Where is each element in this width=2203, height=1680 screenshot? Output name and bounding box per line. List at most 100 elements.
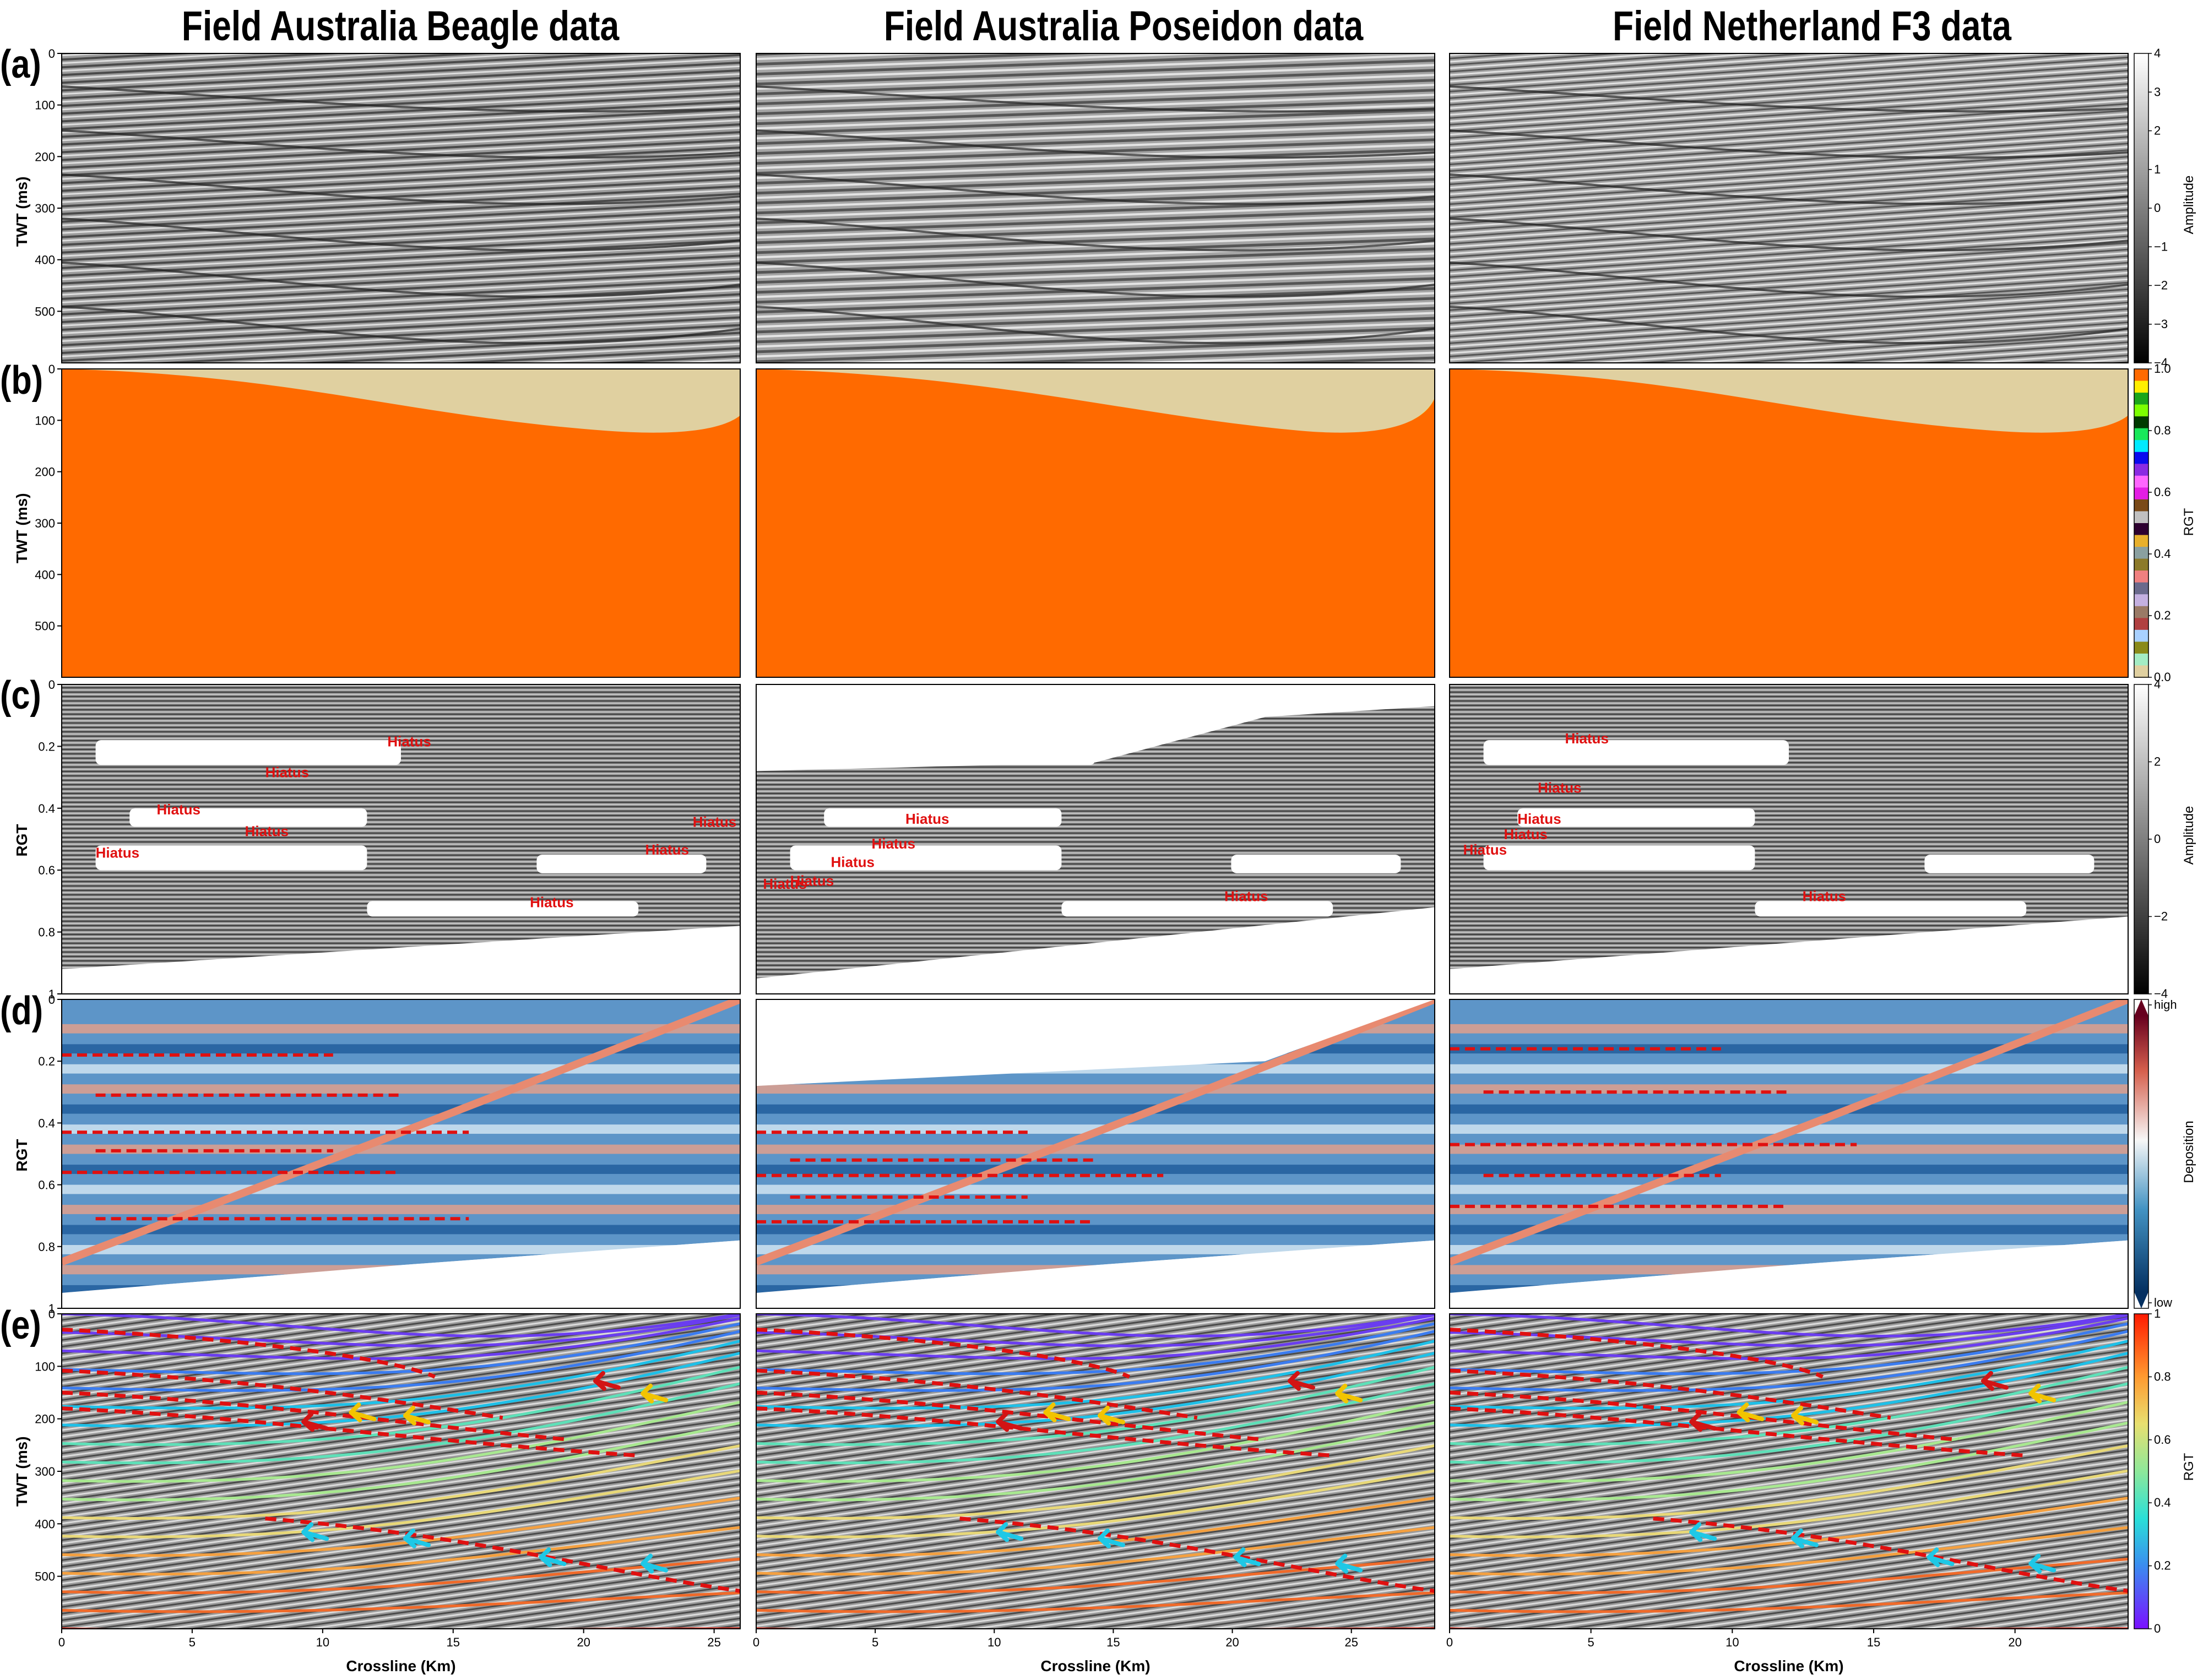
onlap-arrow [996, 1522, 1024, 1542]
y-tick-label: 100 [35, 414, 55, 427]
unconformity-boundary [1653, 1516, 2129, 1593]
colorbar-tick-label: 0.8 [2154, 423, 2171, 437]
panel-frame [756, 999, 1435, 1309]
colorbar-tick-label: high [2154, 998, 2177, 1012]
colorbar-swatch [2134, 547, 2148, 559]
deposition-band [62, 1184, 740, 1194]
hiatus-gap [1924, 855, 2095, 873]
onlap-arrow [1927, 1547, 1955, 1568]
colorbar-tick-label: −4 [2154, 987, 2168, 1001]
horizon-line [756, 1351, 1435, 1428]
y-tick-label: 100 [35, 99, 55, 112]
reflector [62, 173, 740, 205]
hiatus-gap [536, 855, 707, 873]
horizon-line [1450, 1382, 2128, 1465]
colorbar-swatch [2134, 428, 2148, 441]
colorbar-swatch [2134, 653, 2148, 666]
panels-layer [62, 53, 2128, 1629]
deposition-band [1450, 1084, 2128, 1094]
deposition-band [62, 1104, 740, 1114]
x-tick-label: 25 [1344, 1635, 1358, 1649]
panel-a-2 [1450, 53, 2128, 363]
horizon-line [756, 1469, 1435, 1538]
unconformity-boundary [1449, 1390, 1959, 1442]
onlap-arrow [1791, 1405, 1819, 1426]
hiatus-gap [1483, 740, 1789, 765]
blank-area [756, 999, 1435, 1086]
colorbar-swatch [2134, 511, 2148, 524]
panel-d-2 [1450, 999, 2128, 1308]
deposition-band [1450, 1165, 2128, 1174]
deposition-band [1450, 1144, 2128, 1154]
horizon-line [756, 1591, 1435, 1613]
seismic-section [1450, 1314, 2128, 1629]
panel-frame [756, 53, 1435, 363]
reflector [1450, 306, 2128, 345]
colorbar-swatch [2134, 606, 2148, 619]
colorbar-tick-label: 1 [2154, 162, 2161, 176]
deposition-band [1450, 1184, 2128, 1194]
deposition-band [62, 1044, 740, 1054]
y-tick-label: 500 [35, 619, 55, 633]
y-tick-label: 0.8 [38, 926, 55, 939]
xlabel-beagle: Crossline (Km) [346, 1657, 456, 1674]
blank-area [62, 1240, 740, 1308]
deposition-band [1450, 1024, 2128, 1034]
colorbar-tick-label: 2 [2154, 755, 2161, 769]
deposition-band [62, 1064, 740, 1074]
x-tick-label: 20 [2008, 1635, 2021, 1649]
x-tick-label: 15 [1867, 1635, 1880, 1649]
deposition-band [1450, 1225, 2128, 1235]
panel-d-1 [756, 999, 1435, 1308]
hiatus-label: Hiatus [530, 894, 573, 911]
onlap-arrow [1689, 1412, 1717, 1432]
colorbar-swatch [2134, 570, 2148, 583]
onlap-arrow [1098, 1405, 1125, 1426]
hiatus-label: Hiatus [387, 733, 431, 749]
hiatus-label: Hiatus [265, 764, 309, 781]
deposition-band [756, 1104, 1435, 1114]
horizon-line [1450, 1444, 2128, 1520]
x-tick-label: 25 [707, 1635, 720, 1649]
unconformity-boundary [1449, 1406, 2027, 1458]
panel-c-1 [756, 684, 1435, 994]
deposition-trend [62, 999, 740, 1266]
x-tick-label: 20 [1225, 1635, 1239, 1649]
horizon-line [62, 1317, 740, 1360]
blank-area [1450, 1240, 2128, 1308]
colorbar-tick-label: 0.6 [2154, 485, 2171, 499]
onlap-arrow [1335, 1553, 1363, 1574]
deposition-band [756, 1184, 1435, 1194]
colorbar-tick-label: 0 [2154, 1622, 2161, 1635]
x-tick-label: 10 [316, 1635, 329, 1649]
hiatus-label: Hiatus [645, 841, 689, 858]
colorbar-tick-label: −3 [2154, 317, 2168, 331]
y-tick-label: 0.2 [38, 1054, 55, 1068]
unconformity-boundary [265, 1516, 741, 1593]
seismic-section [1450, 53, 2128, 363]
deposition-band [62, 1225, 740, 1235]
deposition-trend [1450, 999, 2128, 1266]
panel-frame [756, 684, 1435, 994]
deposition-band [756, 1144, 1435, 1154]
onlap-arrow [2028, 1553, 2057, 1574]
horizon-line [756, 1421, 1435, 1502]
unconformity-boundary [61, 1328, 436, 1379]
onlap-arrow [301, 1522, 329, 1542]
colorbar-swatch [2134, 369, 2148, 382]
column-title-beagle: Field Australia Beagle data [181, 3, 620, 50]
x-tick-label: 20 [577, 1635, 590, 1649]
colorbar-swatch [2134, 475, 2148, 488]
hiatus-gap [367, 901, 639, 917]
colorbar-gradient [2134, 684, 2148, 994]
onlap-arrow [539, 1547, 567, 1568]
horizon-line [62, 1322, 740, 1375]
x-tick-label: 0 [1446, 1635, 1453, 1649]
horizon-line [1450, 1317, 2128, 1360]
hiatus-gap [790, 740, 1095, 765]
colorbar-tick-label: −1 [2154, 240, 2168, 253]
hiatus-gap [1061, 901, 1333, 917]
reflector [756, 173, 1435, 205]
onlap-arrow [1335, 1383, 1363, 1404]
deposition-band [62, 1144, 740, 1154]
